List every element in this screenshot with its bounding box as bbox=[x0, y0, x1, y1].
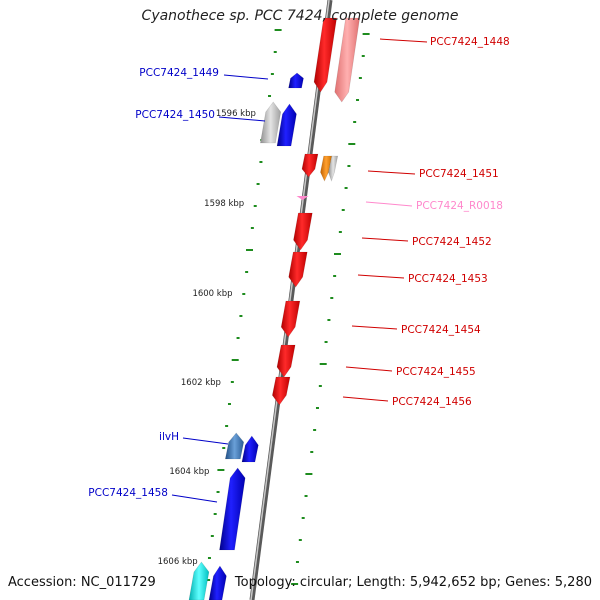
gene-pcc7424-1449 bbox=[288, 72, 304, 89]
scale-label: 1606 kbp bbox=[158, 557, 198, 567]
reverse-gene-label: PCC7424_1453 bbox=[408, 273, 488, 285]
gene-blue-1459 bbox=[208, 565, 227, 600]
genome-backbone bbox=[249, 0, 333, 600]
leader-reverse bbox=[351, 325, 398, 330]
backbone-highlight bbox=[250, 0, 330, 600]
gene-pcc7424-1456 bbox=[272, 376, 291, 406]
scale-label: 1598 kbp bbox=[204, 199, 244, 209]
scale-label: 1600 kbp bbox=[192, 289, 232, 299]
gene-orange-1451 bbox=[320, 155, 333, 182]
leader-reverse bbox=[365, 201, 413, 207]
reverse-gene-label: PCC7424_1448 bbox=[430, 36, 510, 48]
leader-reverse bbox=[361, 237, 409, 242]
leader-forward bbox=[182, 437, 229, 445]
gene-grey-1450 bbox=[260, 101, 282, 144]
feature-labels: PCC7424_1449 PCC7424_1450 ilvH PCC7424_1458… bbox=[88, 36, 509, 499]
gene-ilvh bbox=[241, 435, 259, 463]
gene-pcc7424-1450 bbox=[276, 103, 297, 147]
gene-pcc7424-r0018 bbox=[296, 196, 309, 200]
map-title: Cyanothece sp. PCC 7424, complete genome bbox=[141, 8, 459, 24]
leader-forward bbox=[218, 116, 266, 122]
reverse-gene-label: PCC7424_1452 bbox=[412, 236, 492, 248]
gene-pcc7424-1453 bbox=[288, 251, 308, 288]
scale-labels: 1596 kbp 1598 kbp 1600 kbp 1602 kbp 1604 kbp… bbox=[158, 109, 256, 567]
gene-pcc7424-1454 bbox=[280, 300, 301, 338]
accession-text: Accession: NC_011729 bbox=[8, 575, 156, 590]
forward-gene-label: ilvH bbox=[159, 431, 179, 443]
leader-reverse bbox=[342, 396, 389, 402]
scale-label: 1602 kbp bbox=[181, 378, 221, 388]
gene-pcc7424-1448-pseudo bbox=[334, 17, 361, 103]
leader-reverse bbox=[345, 366, 393, 372]
scale-label: 1596 kbp bbox=[216, 109, 256, 119]
gene-cyan-1459 bbox=[188, 561, 210, 600]
gene-pcc7424-1448 bbox=[313, 17, 338, 93]
forward-gene-label: PCC7424_1449 bbox=[139, 67, 219, 79]
reverse-gene-label: PCC7424_1455 bbox=[396, 366, 476, 378]
leader-reverse bbox=[367, 170, 416, 175]
leader-forward bbox=[223, 74, 269, 80]
leader-reverse bbox=[357, 274, 405, 279]
reverse-gene-label: PCC7424_R0018 bbox=[416, 200, 503, 212]
gene-pcc7424-1452 bbox=[293, 212, 313, 251]
gene-pcc7424-1451 bbox=[301, 153, 319, 178]
label-leader-lines bbox=[171, 38, 428, 503]
leader-reverse bbox=[379, 38, 428, 43]
forward-gene-label: PCC7424_1458 bbox=[88, 487, 168, 499]
backbone-line bbox=[249, 0, 333, 600]
scale-label: 1604 kbp bbox=[169, 467, 209, 477]
leader-forward bbox=[171, 494, 218, 503]
gene-pcc7424-1455 bbox=[276, 344, 296, 378]
reverse-gene-label: PCC7424_1456 bbox=[392, 396, 472, 408]
forward-gene-label: PCC7424_1450 bbox=[135, 109, 215, 121]
gene-grey-1451 bbox=[328, 155, 339, 182]
genome-stats-text: Topology: circular; Length: 5,942,652 bp… bbox=[234, 575, 592, 590]
gene-pcc7424-1458 bbox=[219, 467, 246, 551]
reverse-gene-label: PCC7424_1454 bbox=[401, 324, 481, 336]
gene-ilvh-steel bbox=[224, 432, 245, 460]
reverse-gene-label: PCC7424_1451 bbox=[419, 168, 499, 180]
gene-features bbox=[188, 17, 361, 600]
